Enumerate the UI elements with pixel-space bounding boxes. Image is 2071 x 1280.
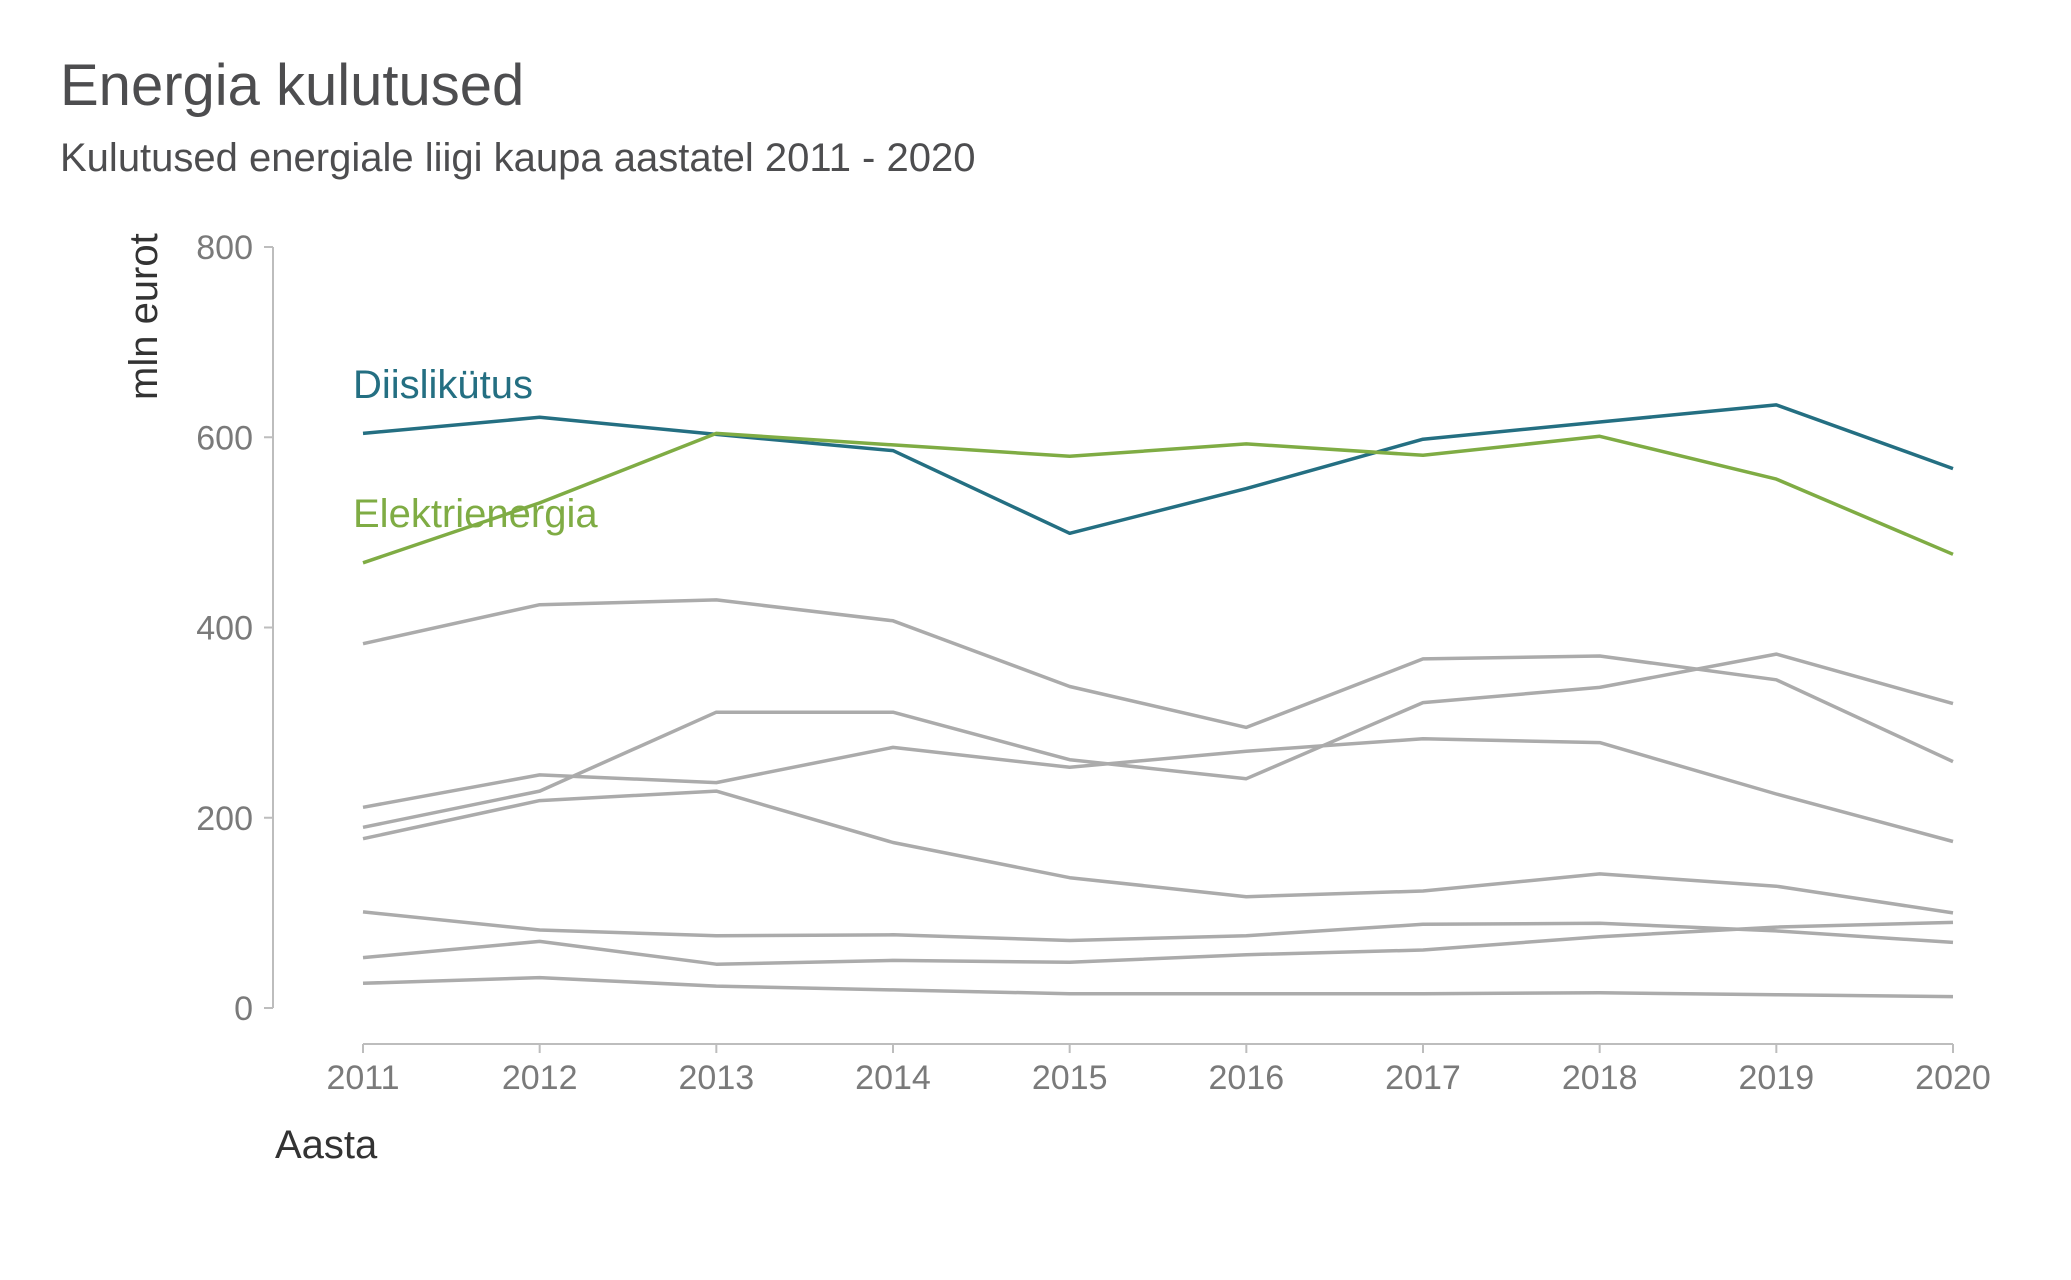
chart-title: Energia kulutused (60, 53, 525, 118)
x-axis-title: Aasta (275, 1123, 378, 1167)
series-line-other-2 (362, 652, 1954, 830)
series-line-other-6 (362, 920, 1954, 966)
x-tick-label: 2016 (1209, 1059, 1285, 1097)
y-axis-title: mln eurot (122, 233, 166, 400)
chart-subtitle: Kulutused energiale liigi kaupa aastatel… (60, 136, 976, 180)
series-line-diislikütus (362, 403, 1954, 536)
y-tick-label: 0 (234, 990, 253, 1028)
axes: 0 200 400 600 800 2011 2012 2013 2014 2015 2016 201… (196, 229, 1991, 1097)
series-line-other-5 (362, 910, 1954, 945)
series-line-other-7 (362, 975, 1954, 999)
series-line-other-1 (362, 598, 1954, 764)
x-tick-label: 2014 (855, 1059, 931, 1097)
x-tick-label: 2019 (1739, 1059, 1815, 1097)
series-line-elektrienergia (362, 431, 1954, 565)
series-label-diislikütus: Diislikütus (353, 363, 533, 407)
series-line-other-4 (362, 789, 1954, 915)
series-lines (362, 403, 1954, 999)
y-tick-label: 600 (196, 419, 253, 457)
x-tick-label: 2020 (1915, 1059, 1991, 1097)
x-tick-label: 2012 (502, 1059, 578, 1097)
x-tick-label: 2015 (1032, 1059, 1108, 1097)
x-tick-label: 2018 (1562, 1059, 1638, 1097)
series-label-elektrienergia: Elektrienergia (353, 492, 598, 536)
y-tick-label: 200 (196, 800, 253, 838)
series-line-other-3 (362, 737, 1954, 844)
x-tick-label: 2013 (679, 1059, 755, 1097)
x-tick-label: 2011 (326, 1059, 399, 1097)
series-labels: Diislikütus Elektrienergia (353, 363, 598, 536)
x-tick-label: 2017 (1385, 1059, 1461, 1097)
y-tick-label: 800 (196, 229, 253, 267)
y-tick-label: 400 (196, 610, 253, 648)
